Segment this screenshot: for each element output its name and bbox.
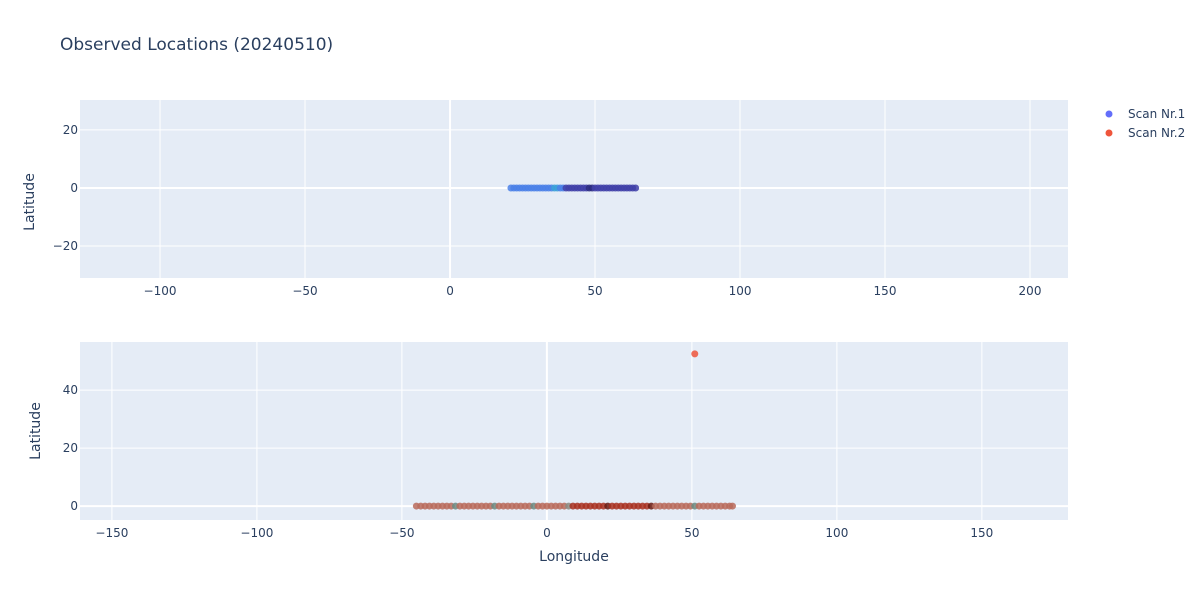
y-tick-label: 20 <box>63 441 78 455</box>
legend-label: Scan Nr.2 <box>1128 126 1185 140</box>
x-tick-label: 150 <box>970 526 993 540</box>
subplot-bottom: −150 −100 −50 0 50 100 150 0 20 40 <box>63 342 1068 540</box>
y-tick-label: 0 <box>70 499 78 513</box>
legend-marker <box>1105 110 1113 118</box>
x-tick-label: −100 <box>144 284 177 298</box>
data-point[interactable] <box>728 502 736 510</box>
legend-item-scan-2[interactable]: Scan Nr.2 <box>1105 126 1186 140</box>
subplot-top: −100 −50 0 50 100 150 200 −20 0 20 <box>53 100 1068 298</box>
y-axis-label-top: Latitude <box>22 173 38 231</box>
legend: Scan Nr.1 Scan Nr.2 <box>1105 107 1186 140</box>
y-axis-label-bottom: Latitude <box>28 402 44 460</box>
legend-marker <box>1105 129 1113 137</box>
legend-label: Scan Nr.1 <box>1128 107 1185 121</box>
chart-title: Observed Locations (20240510) <box>60 35 333 55</box>
x-tick-label: 150 <box>874 284 897 298</box>
x-tick-label: 50 <box>587 284 602 298</box>
x-tick-label: −50 <box>389 526 414 540</box>
x-tick-label: 200 <box>1019 284 1042 298</box>
x-tick-label: 100 <box>729 284 752 298</box>
y-tick-label: −20 <box>53 239 78 253</box>
x-tick-label: 50 <box>684 526 699 540</box>
x-tick-label: 0 <box>543 526 551 540</box>
y-tick-label: 40 <box>63 383 78 397</box>
data-point[interactable] <box>632 184 640 192</box>
data-point[interactable] <box>691 350 699 358</box>
x-tick-label: 0 <box>446 284 454 298</box>
x-tick-label: −50 <box>292 284 317 298</box>
y-tick-label: 0 <box>70 181 78 195</box>
legend-item-scan-1[interactable]: Scan Nr.1 <box>1105 107 1186 121</box>
x-tick-label: 100 <box>825 526 848 540</box>
x-tick-label: −100 <box>240 526 273 540</box>
x-tick-label: −150 <box>95 526 128 540</box>
y-tick-label: 20 <box>63 123 78 137</box>
plot-area <box>80 342 1068 520</box>
x-axis-label: Longitude <box>539 549 609 565</box>
